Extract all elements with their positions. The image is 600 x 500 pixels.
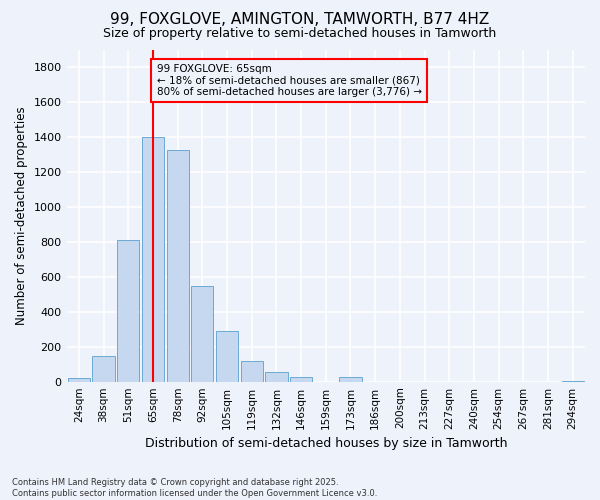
Text: 99, FOXGLOVE, AMINGTON, TAMWORTH, B77 4HZ: 99, FOXGLOVE, AMINGTON, TAMWORTH, B77 4H… bbox=[110, 12, 490, 28]
Text: 99 FOXGLOVE: 65sqm
← 18% of semi-detached houses are smaller (867)
80% of semi-d: 99 FOXGLOVE: 65sqm ← 18% of semi-detache… bbox=[157, 64, 422, 97]
Bar bbox=[340, 378, 362, 382]
Bar bbox=[290, 378, 312, 382]
Text: Contains HM Land Registry data © Crown copyright and database right 2025.
Contai: Contains HM Land Registry data © Crown c… bbox=[12, 478, 377, 498]
Bar bbox=[68, 378, 90, 382]
X-axis label: Distribution of semi-detached houses by size in Tamworth: Distribution of semi-detached houses by … bbox=[145, 437, 507, 450]
Bar bbox=[265, 372, 287, 382]
Y-axis label: Number of semi-detached properties: Number of semi-detached properties bbox=[15, 106, 28, 325]
Bar bbox=[142, 138, 164, 382]
Bar bbox=[117, 240, 139, 382]
Text: Size of property relative to semi-detached houses in Tamworth: Size of property relative to semi-detach… bbox=[103, 28, 497, 40]
Bar bbox=[216, 331, 238, 382]
Bar bbox=[92, 356, 115, 382]
Bar bbox=[191, 286, 214, 382]
Bar bbox=[241, 360, 263, 382]
Bar bbox=[562, 381, 584, 382]
Bar bbox=[167, 150, 189, 382]
